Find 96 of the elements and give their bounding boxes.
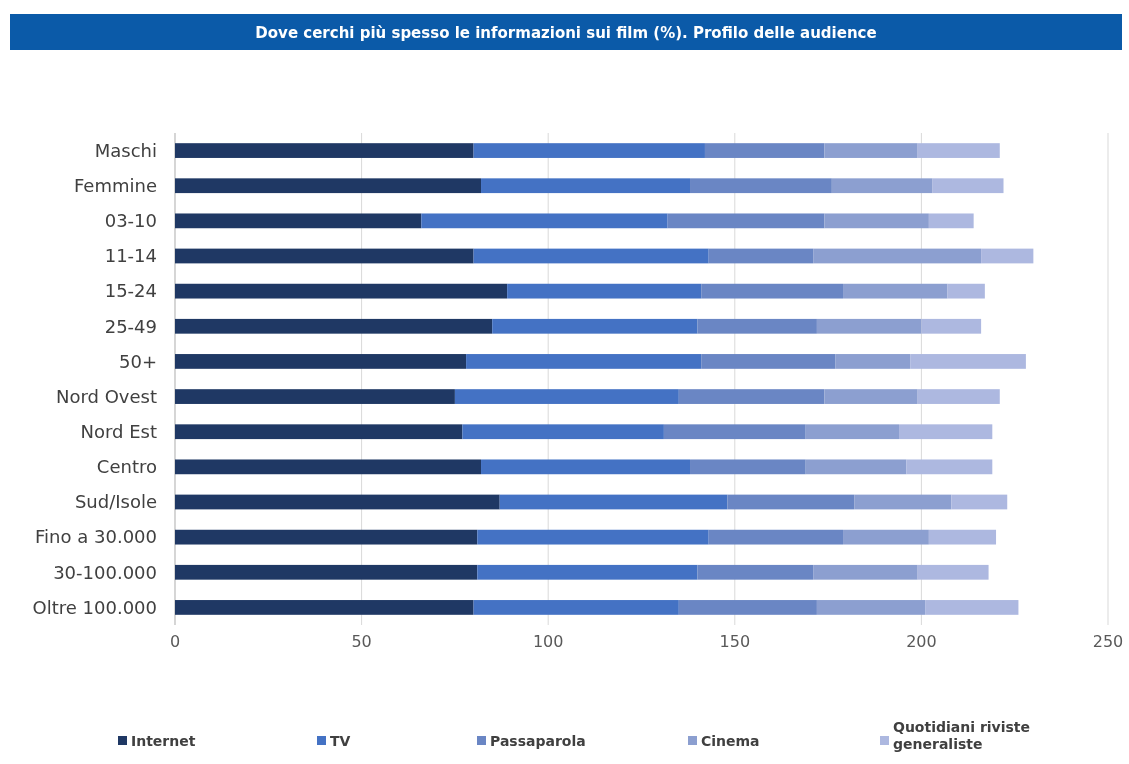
bar: [854, 494, 952, 510]
bar: [678, 389, 825, 404]
y-tick-label: Maschi: [94, 139, 157, 161]
bar: [708, 248, 814, 264]
bar: [951, 494, 1008, 510]
bar: [175, 318, 493, 334]
bar: [175, 354, 467, 369]
bar: [697, 564, 814, 580]
bar: [816, 600, 926, 615]
bar: [175, 389, 455, 404]
bar: [481, 459, 691, 475]
bar: [921, 318, 982, 334]
bar: [175, 529, 478, 545]
x-tick-label: 250: [1092, 632, 1124, 651]
bar: [917, 143, 1000, 158]
y-tick-label: Femmine: [74, 175, 157, 197]
legend-label: Internet: [131, 733, 196, 749]
bar: [917, 564, 989, 580]
bar: [663, 424, 806, 440]
y-tick-label: Fino a 30.000: [35, 526, 157, 548]
y-tick-label: Oltre 100.000: [32, 596, 157, 618]
bar: [481, 178, 691, 194]
bar: [906, 459, 993, 475]
bar: [947, 283, 985, 299]
bar: [704, 143, 825, 158]
bar: [477, 564, 698, 580]
bar: [175, 424, 463, 440]
y-tick-label: 11-14: [104, 245, 157, 267]
bar: [816, 318, 922, 334]
y-tick-label: Nord Est: [80, 421, 157, 443]
bar: [917, 389, 1000, 404]
bar: [981, 248, 1034, 264]
bar: [932, 178, 1004, 194]
bar: [667, 213, 825, 229]
chart-title: Dove cerchi più spesso le informazioni sui film (%). Profilo delle audience: [255, 24, 877, 42]
y-tick-label: 25-49: [104, 315, 157, 337]
bar: [727, 494, 855, 510]
bar: [175, 178, 482, 194]
legend-label: Quotidiani riviste generaliste: [893, 719, 1031, 752]
bar: [454, 389, 679, 404]
bar: [843, 283, 948, 299]
bar: [175, 283, 508, 299]
bar: [175, 564, 478, 580]
bar: [690, 459, 806, 475]
bar: [925, 600, 1019, 615]
bar: [690, 178, 832, 194]
bar: [708, 529, 844, 545]
x-tick-label: 200: [906, 632, 937, 651]
legend-label: Passaparola: [490, 733, 586, 749]
bar: [421, 213, 668, 229]
bar: [473, 143, 705, 158]
bar: [824, 143, 918, 158]
bar: [175, 143, 474, 158]
bar: [813, 248, 982, 264]
bar: [805, 459, 907, 475]
x-tick-label: 100: [532, 632, 564, 651]
bar: [805, 424, 900, 440]
bar: [928, 529, 997, 545]
y-tick-label: Nord Ovest: [55, 385, 157, 407]
y-tick-label: Sud/Isole: [74, 491, 157, 513]
bar: [477, 529, 709, 545]
bar: [813, 564, 918, 580]
bar: [175, 213, 422, 229]
bar: [499, 494, 728, 510]
x-tick-label: 0: [169, 632, 181, 651]
bar: [175, 459, 482, 475]
bar: [701, 283, 844, 299]
bar: [824, 213, 929, 229]
bar: [701, 354, 836, 369]
legend-label: TV: [330, 733, 351, 749]
x-tick-label: 50: [351, 632, 372, 651]
bar: [928, 213, 974, 229]
bar: [507, 283, 702, 299]
y-tick-label: 15-24: [104, 280, 157, 302]
bar: [466, 354, 702, 369]
bar: [492, 318, 698, 334]
bar: [831, 178, 933, 194]
bar: [473, 600, 679, 615]
y-tick-label: 50+: [119, 350, 157, 372]
legend-label: Cinema: [701, 733, 760, 749]
bar: [824, 389, 918, 404]
bar: [910, 354, 1026, 369]
bar: [473, 248, 709, 264]
y-tick-label: Centro: [96, 456, 157, 478]
bar: [843, 529, 929, 545]
bar: [678, 600, 817, 615]
bar: [175, 248, 474, 264]
bar: [462, 424, 664, 440]
bar: [899, 424, 993, 440]
y-tick-label: 30-100.000: [53, 561, 157, 583]
bar: [175, 600, 474, 615]
bar: [175, 494, 500, 510]
bar: [835, 354, 911, 369]
y-tick-label: 03-10: [104, 210, 157, 232]
x-tick-label: 150: [719, 632, 751, 651]
bar: [697, 318, 817, 334]
